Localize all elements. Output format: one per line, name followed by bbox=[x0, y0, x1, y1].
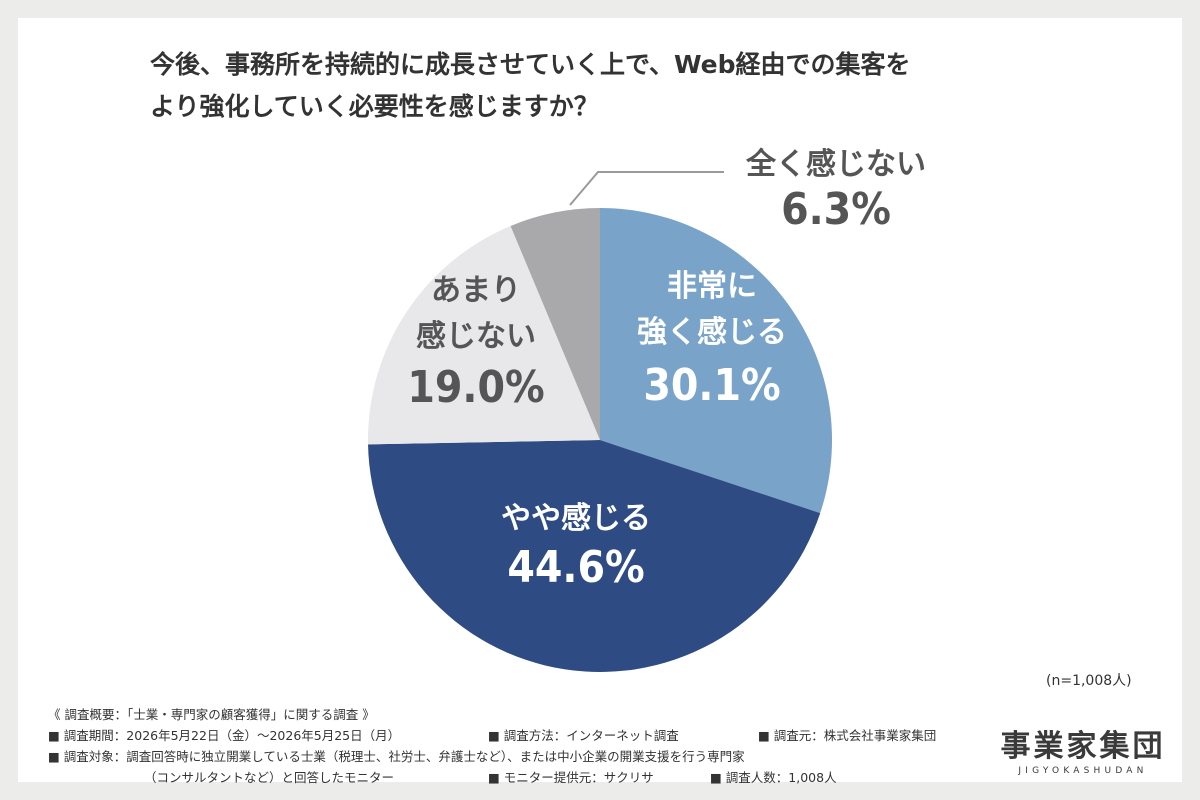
slice-label-not-much-line-2: 感じない bbox=[416, 319, 536, 354]
title-line-2: より強化していく必要性を感じますか？ bbox=[150, 92, 599, 121]
pie-slice-somewhat bbox=[368, 440, 821, 673]
footnote-period: ■ 調査期間：2026年5月22日（金）〜2026年5月25日（月） bbox=[48, 728, 401, 743]
logo-romaji: JIGYOKASHUDAN bbox=[1018, 766, 1148, 776]
slice-value-not-at-all: 6.3% bbox=[781, 184, 891, 235]
logo-wordmark: 事業家集団 bbox=[1000, 729, 1166, 764]
footnote-provider: ■ モニター提供元：サクリサ bbox=[488, 770, 654, 785]
footnote-overview: 《 調査概要：「士業・専門家の顧客獲得」に関する調査 》 bbox=[48, 707, 375, 722]
pie-slice-not-at-all bbox=[510, 208, 600, 440]
slice-value-very-strongly: 30.1% bbox=[643, 360, 780, 411]
leader-line-not-at-all bbox=[569, 171, 724, 206]
slice-value-not-much: 19.0% bbox=[407, 362, 544, 413]
sample-size-note: (n=1,008人) bbox=[1046, 673, 1132, 689]
chart-title: 今後、事務所を持続的に成長させていく上で、Web経由での集客を より強化していく… bbox=[150, 44, 1090, 128]
footnote-count: ■ 調査人数：1,008人 bbox=[710, 770, 837, 785]
title-line-1: 今後、事務所を持続的に成長させていく上で、Web経由での集客を bbox=[150, 50, 911, 79]
slice-value-somewhat: 44.6% bbox=[507, 542, 644, 593]
slice-label-very-strongly-line-1: 非常に bbox=[667, 269, 757, 304]
slice-label-very-strongly-line-2: 強く感じる bbox=[637, 315, 787, 350]
pie-slice-very-strongly bbox=[600, 207, 833, 514]
footnote-method: ■ 調査方法：インターネット調査 bbox=[488, 728, 679, 743]
survey-footnote: 《 調査概要：「士業・専門家の顧客獲得」に関する調査 》 ■ 調査期間：2026… bbox=[48, 704, 988, 788]
pie-slice-not-much bbox=[367, 225, 600, 445]
footnote-target-cont: （コンサルタントなど）と回答したモニター bbox=[144, 770, 395, 785]
footnote-source: ■ 調査元：株式会社事業家集団 bbox=[758, 728, 937, 743]
slice-label-somewhat-line-1: やや感じる bbox=[501, 501, 651, 536]
footnote-target: ■ 調査対象：調査回答時に独立開業している士業（税理士、社労士、弁護士など）、ま… bbox=[48, 749, 745, 764]
slice-label-not-at-all-line-1: 全く感じない bbox=[745, 147, 926, 182]
company-logo: 事業家集団 JIGYOKASHUDAN bbox=[998, 730, 1168, 778]
slice-label-not-much-line-1: あまり bbox=[431, 273, 521, 308]
